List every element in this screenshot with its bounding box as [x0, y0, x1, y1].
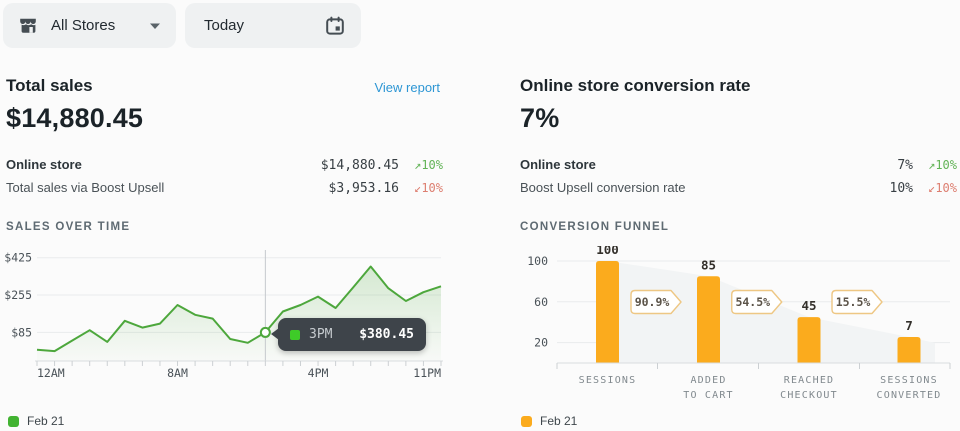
tooltip-value: $380.45	[359, 327, 414, 342]
metric-value: 10%	[889, 181, 913, 196]
x-axis-label: 12AM	[37, 366, 65, 380]
funnel-bar[interactable]	[596, 261, 619, 363]
tooltip-series-swatch	[290, 329, 300, 340]
legend-label: Feb 21	[540, 414, 578, 428]
funnel-bar[interactable]	[797, 317, 821, 363]
storefront-icon	[18, 16, 38, 36]
view-report-link[interactable]: View report	[374, 80, 440, 95]
funnel-bar[interactable]	[697, 276, 720, 363]
legend-label: Feb 21	[27, 414, 65, 428]
calendar-icon	[324, 15, 346, 37]
bar-value-label: 45	[801, 298, 816, 313]
conversion-rate-value: 7%	[520, 103, 560, 133]
sales-over-time-heading: SALES OVER TIME	[6, 221, 131, 233]
metric-value: $14,880.45	[320, 158, 399, 173]
store-selector-label: All Stores	[51, 17, 116, 34]
metric-delta: ↙10%	[928, 181, 957, 195]
hover-marker	[259, 326, 271, 338]
funnel-step-percent: 54.5%	[735, 295, 770, 309]
x-axis-label: 8AM	[167, 366, 188, 380]
chevron-down-icon	[149, 18, 161, 33]
legend-swatch-green	[8, 415, 19, 427]
y-axis-label: $85	[11, 325, 32, 339]
total-sales-value: $14,880.45	[6, 103, 144, 133]
conversion-funnel-chart[interactable]: 100 60 20 100 85 45 7 90.9% 54.5% 15.5% SESSIONS AD…	[515, 246, 960, 411]
metric-row-boost-upsell-sales: Total sales via Boost Upsell $3,953.16 ↙…	[6, 180, 443, 196]
tooltip-time: 3PM	[309, 327, 333, 342]
conversion-rate-title: Online store conversion rate	[520, 76, 751, 95]
funnel-category-label: SESSIONS	[579, 375, 637, 386]
metric-delta: ↗10%	[414, 158, 443, 172]
conversion-funnel-heading: CONVERSION FUNNEL	[520, 221, 670, 233]
legend-swatch-orange	[521, 415, 532, 427]
metric-value: 7%	[897, 158, 913, 173]
funnel-category-label: ADDED	[690, 375, 726, 386]
metric-value: $3,953.16	[328, 181, 399, 196]
date-selector-button[interactable]: Today	[185, 3, 361, 48]
trend-down-arrow-icon: ↙	[928, 181, 936, 195]
date-selector-label: Today	[204, 17, 245, 34]
funnel-step-percent: 15.5%	[836, 295, 871, 309]
metric-row-boost-upsell-rate: Boost Upsell conversion rate 10% ↙10%	[520, 180, 957, 196]
tooltip-arrow	[271, 328, 279, 340]
metric-row-online-store: Online store $14,880.45 ↗10%	[6, 157, 443, 173]
trend-down-arrow-icon: ↙	[414, 181, 422, 195]
total-sales-title: Total sales	[6, 76, 93, 95]
funnel-step-percent: 90.9%	[635, 295, 670, 309]
metric-label: Boost Upsell conversion rate	[520, 180, 686, 195]
bar-value-label: 85	[701, 257, 716, 272]
trend-up-arrow-icon: ↗	[414, 158, 422, 172]
funnel-category-label: SESSIONS	[880, 375, 938, 386]
metric-label: Online store	[520, 157, 596, 172]
sales-over-time-chart[interactable]: $425 $255 $85 12AM 8AM 4PM 11PM	[0, 246, 450, 388]
sales-legend: Feb 21	[8, 414, 64, 428]
funnel-step-badge	[731, 289, 783, 315]
y-axis-label: 60	[534, 295, 548, 309]
trend-up-arrow-icon: ↗	[928, 158, 936, 172]
funnel-category-label: REACHED	[784, 375, 835, 386]
y-axis-label: 100	[527, 254, 548, 268]
store-selector-button[interactable]: All Stores	[3, 3, 176, 48]
metric-delta: ↙10%	[414, 181, 443, 195]
metric-label: Total sales via Boost Upsell	[6, 180, 165, 195]
funnel-legend: Feb 21	[521, 414, 577, 428]
metric-row-online-store-rate: Online store 7% ↗10%	[520, 157, 957, 173]
funnel-category-label: CONVERTED	[877, 390, 942, 401]
bar-value-label: 100	[596, 246, 619, 257]
funnel-bar[interactable]	[897, 337, 921, 363]
funnel-step-badge	[630, 289, 682, 315]
funnel-category-label: CHECKOUT	[780, 390, 838, 401]
sales-line[interactable]	[36, 265, 442, 353]
y-axis-label: $425	[4, 251, 32, 265]
metric-delta: ↗10%	[928, 158, 957, 172]
funnel-category-label: TO CART	[683, 390, 734, 401]
funnel-step-badge	[831, 289, 883, 315]
bar-value-label: 7	[905, 318, 913, 333]
y-axis-label: $255	[4, 288, 32, 302]
y-axis-label: 20	[534, 336, 548, 350]
x-axis-label: 11PM	[413, 366, 441, 380]
metric-label: Online store	[6, 157, 82, 172]
x-axis-label: 4PM	[308, 366, 329, 380]
chart-tooltip: 3PM $380.45	[271, 318, 426, 351]
